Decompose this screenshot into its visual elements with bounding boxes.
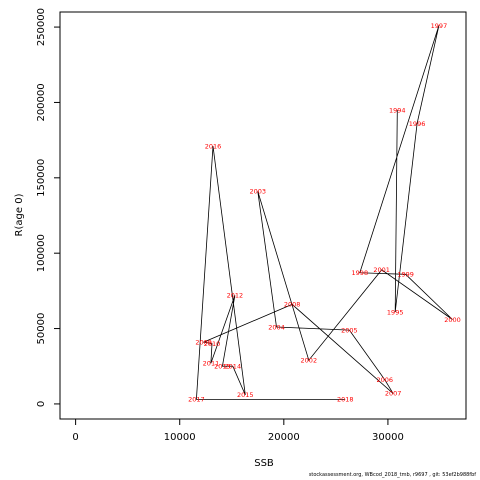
point-label-2003: 2003 bbox=[250, 188, 267, 196]
point-labels: 1994 1995 1996 1997 1998 1999 2000 2001 2002 2003… bbox=[188, 22, 461, 404]
y-tick-label: 100000 bbox=[36, 234, 47, 272]
series-path bbox=[195, 25, 453, 400]
series-line bbox=[195, 25, 453, 400]
point-label-2009: 2009 bbox=[195, 338, 212, 346]
point-label-2002: 2002 bbox=[301, 357, 318, 365]
y-tick-label: 200000 bbox=[36, 83, 47, 121]
point-label-2011: 2011 bbox=[203, 360, 220, 368]
point-label-1994: 1994 bbox=[389, 106, 406, 114]
point-label-2006: 2006 bbox=[377, 376, 394, 384]
y-axis: 0 50000 100000 150000 200000 250000 bbox=[36, 8, 61, 407]
x-axis: 0 10000 20000 30000 bbox=[72, 418, 404, 443]
point-label-2005: 2005 bbox=[341, 326, 358, 334]
point-label-2000: 2000 bbox=[444, 316, 461, 324]
point-label-2015: 2015 bbox=[237, 391, 254, 399]
point-label-2007: 2007 bbox=[385, 390, 402, 398]
x-tick-label: 20000 bbox=[268, 432, 300, 443]
x-tick-label: 30000 bbox=[372, 432, 404, 443]
point-label-2001: 2001 bbox=[373, 266, 390, 274]
x-tick-label: 10000 bbox=[164, 432, 196, 443]
point-label-2014: 2014 bbox=[225, 363, 242, 371]
point-label-2013: 2013 bbox=[214, 363, 231, 371]
plot-frame bbox=[59, 11, 467, 420]
point-label-2018: 2018 bbox=[337, 396, 354, 404]
y-tick-label: 150000 bbox=[36, 159, 47, 197]
point-label-2016: 2016 bbox=[205, 142, 222, 150]
point-label-2010: 2010 bbox=[204, 340, 221, 348]
point-label-2008: 2008 bbox=[284, 301, 301, 309]
point-label-2004: 2004 bbox=[268, 323, 285, 331]
point-label-2017: 2017 bbox=[188, 396, 205, 404]
x-tick-label: 0 bbox=[72, 432, 78, 443]
y-tick-label: 250000 bbox=[36, 8, 47, 46]
point-label-1996: 1996 bbox=[409, 120, 426, 128]
point-label-1997: 1997 bbox=[431, 22, 448, 30]
y-tick-label: 50000 bbox=[36, 313, 47, 345]
y-tick-label: 0 bbox=[36, 401, 47, 407]
y-axis-title: R(age 0) bbox=[14, 193, 25, 236]
point-label-1998: 1998 bbox=[352, 269, 369, 277]
point-label-1995: 1995 bbox=[387, 308, 404, 316]
footer-credit: stockassessment.org, WBcod_2018_tmb, r96… bbox=[308, 472, 476, 478]
x-axis-title: SSB bbox=[254, 458, 274, 469]
point-label-1999: 1999 bbox=[397, 271, 414, 279]
point-label-2012: 2012 bbox=[227, 292, 244, 300]
